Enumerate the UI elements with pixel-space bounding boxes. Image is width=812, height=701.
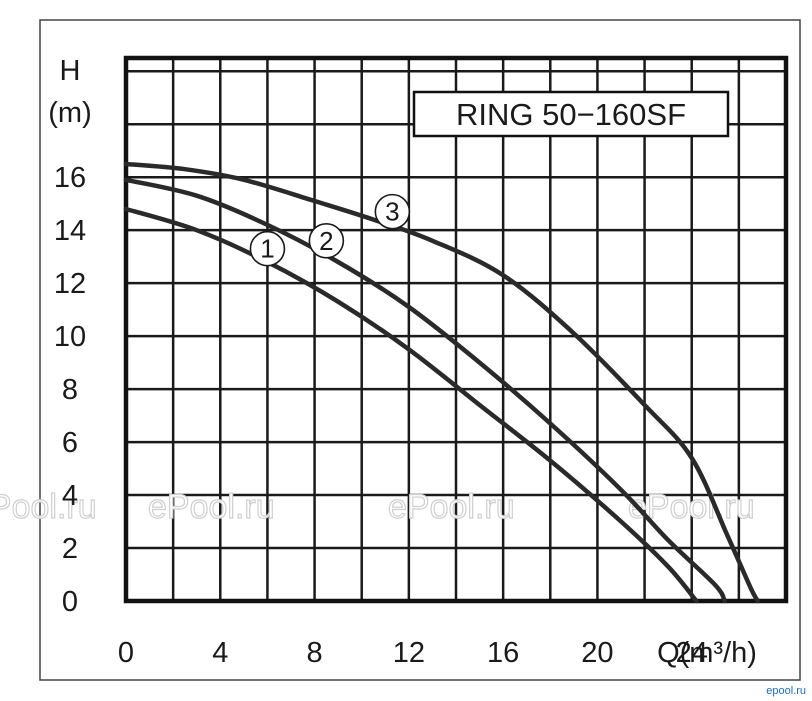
series-line-2 <box>123 177 727 604</box>
watermarks: ePool.ru ePool.ru ePool.ru ePool.ru <box>0 487 755 526</box>
y-axis-title-line2: (m) <box>48 97 91 129</box>
y-tick-labels: 0 2 4 6 8 10 12 14 16 <box>54 162 86 618</box>
x-tick-labels: 0 4 8 12 16 20 24 <box>118 637 708 669</box>
y-tick-label: 4 <box>62 480 78 512</box>
x-tick-label: 12 <box>393 637 425 669</box>
series-label-1: 1 <box>260 234 274 264</box>
x-tick-label: 24 <box>676 637 708 669</box>
series-group: 1 2 3 <box>123 161 760 604</box>
watermark: ePool.ru <box>388 488 515 526</box>
x-tick-label: 8 <box>307 637 323 669</box>
series-line-1 <box>123 206 699 604</box>
plot-border <box>123 55 789 604</box>
x-tick-label: 20 <box>581 637 613 669</box>
y-tick-label: 10 <box>54 321 86 353</box>
x-axis-title: Q(m³/h) <box>657 637 757 669</box>
x-tick-label: 16 <box>487 637 519 669</box>
x-tick-label: 4 <box>212 637 228 669</box>
y-tick-label: 16 <box>54 162 86 194</box>
title-frame <box>412 90 730 138</box>
series-marker-3 <box>374 193 411 230</box>
series-marker-2 <box>308 222 345 259</box>
series-label-2: 2 <box>319 226 333 256</box>
y-tick-label: 14 <box>54 215 86 247</box>
series-label-3: 3 <box>385 197 399 227</box>
footer-mark: epool.ru <box>766 685 806 697</box>
title-box: RING 50−160SF <box>412 90 730 138</box>
y-tick-label: 0 <box>62 586 78 618</box>
y-axis-title-line1: H <box>60 55 81 87</box>
watermark: ePool.ru <box>0 488 97 526</box>
y-tick-label: 6 <box>62 427 78 459</box>
series-line-3 <box>123 161 760 604</box>
watermark: ePool.ru <box>148 488 275 526</box>
y-tick-label: 12 <box>54 268 86 300</box>
series-marker-1 <box>249 230 286 267</box>
x-tick-label: 0 <box>118 637 134 669</box>
y-tick-label: 2 <box>62 533 78 565</box>
chart-title: RING 50−160SF <box>456 97 686 132</box>
outer-frame <box>39 19 801 681</box>
y-tick-label: 8 <box>62 374 78 406</box>
